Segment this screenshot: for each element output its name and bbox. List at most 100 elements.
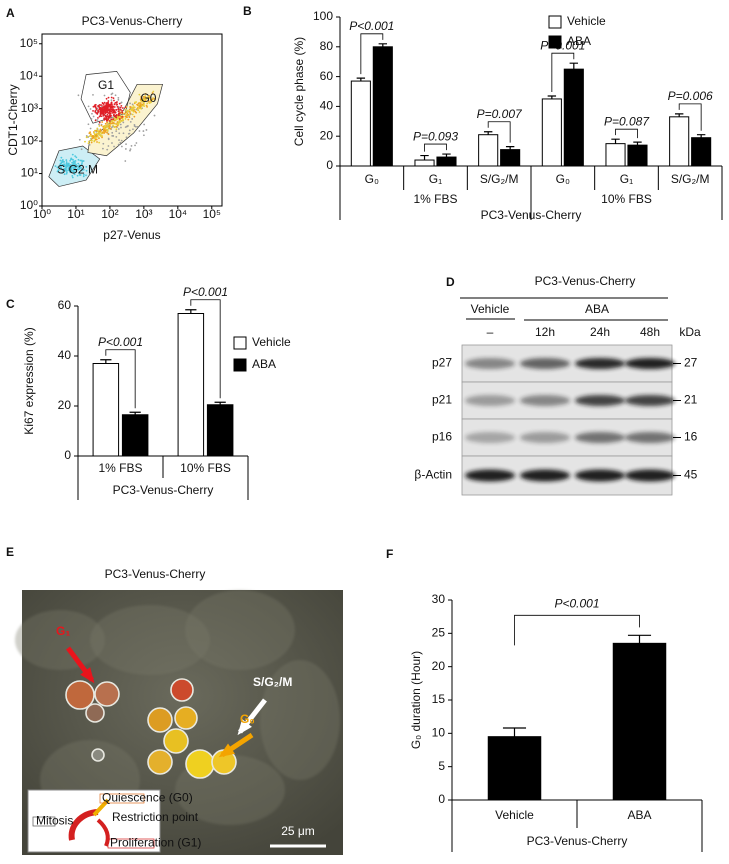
event-dot: [101, 108, 103, 110]
event-dot: [114, 94, 117, 97]
event-dot: [120, 104, 123, 107]
event-dot: [107, 145, 110, 147]
legend-label: ABA: [567, 34, 591, 48]
event-dot: [106, 121, 108, 124]
gate-g1: [80, 70, 131, 124]
blot-band: [520, 432, 570, 443]
x-tick-label: 10⁴: [169, 207, 188, 221]
inset-arc: [68, 809, 99, 841]
event-dot: [103, 101, 106, 104]
event-dot: [65, 161, 68, 163]
event-dot: [125, 136, 128, 139]
event-dot: [109, 112, 111, 115]
event-dot: [113, 99, 115, 102]
event-dot: [104, 108, 107, 111]
event-dot: [98, 137, 100, 140]
event-dot: [98, 123, 100, 126]
event-dot: [80, 159, 83, 162]
error-bar: [569, 62, 579, 70]
event-dot: [59, 166, 62, 169]
event-dot: [114, 101, 117, 104]
event-dot: [87, 136, 90, 138]
inset: [27, 789, 161, 853]
event-dot: [133, 123, 136, 126]
event-dot: [92, 136, 95, 139]
event-dot: [65, 164, 67, 167]
event-dot: [104, 114, 107, 117]
significance-bracket: [424, 143, 447, 152]
event-dot: [111, 120, 114, 122]
event-dot: [88, 135, 91, 138]
blot-band: [575, 469, 625, 482]
event-dot: [140, 107, 143, 110]
event-dot: [88, 140, 90, 143]
event-dot: [92, 115, 95, 118]
event-dot: [124, 115, 127, 118]
blot-band: [575, 358, 625, 369]
unstained-cell: [15, 610, 105, 670]
event-dot: [62, 158, 64, 161]
event-dot: [104, 130, 106, 133]
event-dot: [121, 120, 123, 122]
cell-label: S/G₂/M: [253, 675, 292, 689]
blot-band: [575, 432, 625, 443]
x-axis-label: p27-Venus: [103, 228, 160, 242]
event-dot: [67, 164, 69, 167]
event-dot: [61, 171, 64, 174]
p-value: P=0.087: [604, 114, 650, 128]
bar: [487, 736, 542, 801]
event-dot: [82, 175, 85, 178]
event-dot: [140, 95, 143, 98]
bar: [350, 80, 371, 167]
event-dot: [101, 121, 104, 123]
event-dot: [131, 103, 134, 106]
event-dot: [119, 108, 121, 111]
event-dot: [141, 100, 144, 103]
event-dot: [54, 165, 57, 167]
event-dot: [115, 114, 118, 117]
event-dot: [92, 110, 94, 112]
event-dot: [132, 110, 135, 113]
event-dot: [96, 130, 99, 133]
row-label: p16: [432, 430, 452, 444]
inset-box: [32, 816, 56, 827]
y-tick-label: 5: [438, 759, 445, 773]
event-dot: [119, 141, 122, 144]
event-dot: [108, 110, 111, 112]
event-dot: [63, 173, 66, 176]
event-dot: [125, 143, 127, 146]
p-value: P<0.001: [98, 335, 143, 349]
event-dot: [99, 128, 102, 131]
event-dot: [121, 115, 124, 118]
event-dot: [117, 110, 120, 113]
blot-band: [520, 358, 570, 369]
error-bar: [442, 153, 451, 158]
significance-bracket: [615, 128, 638, 139]
event-dot: [142, 95, 145, 98]
event-dot: [138, 130, 141, 132]
event-dot: [103, 109, 105, 112]
legend-swatch: [233, 358, 247, 372]
event-dot: [102, 87, 105, 90]
event-dot: [73, 168, 76, 171]
event-dot: [79, 159, 82, 162]
event-dot: [75, 170, 77, 172]
event-dot: [147, 96, 150, 98]
event-dot: [99, 131, 102, 134]
gate-label: G1: [98, 78, 114, 92]
event-dot: [65, 162, 68, 165]
event-dot: [91, 135, 94, 137]
event-dot: [133, 115, 136, 118]
event-dot: [113, 103, 116, 106]
event-dot: [138, 93, 141, 96]
event-dot: [129, 120, 132, 123]
event-dot: [128, 114, 131, 116]
event-dot: [77, 168, 80, 171]
event-dot: [144, 92, 147, 95]
cell-label: G₁: [56, 624, 70, 638]
panel-label: D: [446, 275, 455, 289]
event-dot: [131, 106, 134, 109]
event-dot: [107, 133, 110, 136]
event-dot: [72, 163, 75, 165]
error-bar: [185, 309, 197, 314]
